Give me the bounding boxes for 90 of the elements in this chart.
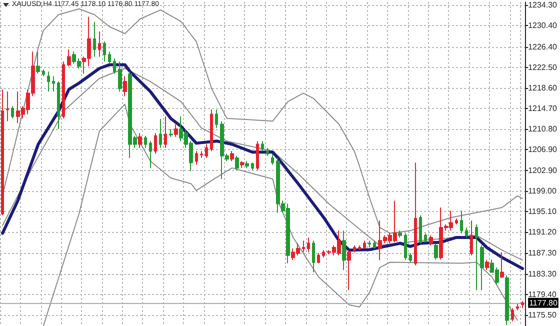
candlestick: [455, 218, 458, 225]
candlestick: [174, 124, 178, 138]
candlestick: [113, 58, 116, 74]
y-tick-label: 1179.40: [528, 290, 557, 299]
candlestick: [419, 214, 422, 244]
candlestick: [210, 108, 213, 152]
candlestick: [480, 244, 484, 291]
y-tick-label: 1199.00: [528, 186, 557, 196]
candlestick: [159, 118, 162, 148]
candlestick: [36, 51, 40, 74]
candlestick: [266, 147, 269, 156]
candlestick: [47, 71, 50, 92]
y-tick-label: 1226.40: [528, 42, 558, 52]
candlestick: [424, 232, 427, 243]
candlestick: [409, 252, 412, 263]
y-tick-label: 1202.90: [528, 166, 558, 176]
candlestick: [261, 140, 264, 152]
candlestick: [103, 41, 106, 62]
candlestick: [302, 240, 305, 253]
candlestick: [368, 240, 371, 248]
candlestick: [373, 240, 376, 250]
candlestick: [205, 144, 208, 158]
candlestick: [200, 150, 203, 158]
line-series: [2, 8, 524, 234]
candlestick: [500, 252, 504, 279]
candlestick: [353, 244, 356, 253]
candlestick: [460, 210, 463, 234]
candlestick: [215, 108, 218, 128]
candlestick: [251, 162, 254, 171]
candlestick: [414, 162, 417, 266]
candlestick: [307, 236, 310, 253]
candlestick: [358, 244, 361, 251]
candlestick: [123, 76, 127, 97]
candlestick: [138, 132, 142, 148]
candlestick: [1, 88, 4, 216]
y-tick-label: 1187.30: [528, 248, 557, 258]
candlestick: [118, 61, 122, 92]
candlestick: [169, 128, 173, 138]
line-series: [42, 104, 518, 326]
candlestick: [511, 308, 514, 322]
candlestick: [256, 140, 259, 171]
candlestick: [164, 116, 167, 148]
candlestick: [108, 51, 111, 64]
candlestick: [62, 61, 65, 119]
candlestick: [144, 135, 147, 148]
candlestick: [485, 260, 489, 271]
candlestick: [475, 224, 478, 291]
candlestick: [57, 81, 60, 130]
candlestick: [404, 232, 407, 261]
candlestick: [505, 274, 509, 326]
candlestick: [240, 160, 244, 168]
candlestick: [6, 91, 9, 122]
ref-line-label: 1177.80: [529, 298, 558, 308]
candlestick: [322, 250, 325, 258]
y-tick-label: 1191.20: [528, 228, 557, 237]
y-tick-label: 1218.60: [528, 83, 558, 92]
candlestick: [429, 234, 433, 246]
candlestick: [52, 76, 55, 92]
y-tick-label: 1210.80: [528, 124, 558, 134]
candlestick: [398, 230, 402, 238]
y-tick-label: 1175.50: [528, 310, 557, 320]
candlestick: [516, 303, 519, 311]
candlestick: [230, 150, 234, 162]
y-tick-label: 1214.70: [528, 104, 558, 113]
candlestick: [363, 240, 366, 250]
y-tick-label: 1234.30: [528, 0, 558, 10]
candlestick: [271, 153, 274, 166]
candlestick: [521, 300, 524, 309]
candlestick: [67, 48, 71, 67]
candlestick: [312, 240, 315, 273]
candlestick: [42, 68, 45, 77]
candlestick: [195, 150, 198, 166]
candlestick: [149, 140, 152, 168]
y-tick-label: 1206.90: [528, 145, 558, 154]
y-tick-label: 1222.50: [528, 62, 558, 72]
candlestick: [11, 106, 14, 119]
candlestick: [470, 220, 473, 256]
candlestick: [347, 250, 351, 291]
y-tick-label: 1230.40: [528, 21, 558, 30]
candlestick: [434, 242, 438, 260]
candlestick: [465, 226, 468, 238]
candlestick: [317, 252, 320, 264]
candlestick: [342, 230, 346, 271]
candlestick: [235, 155, 239, 171]
candlestick: [245, 160, 249, 168]
y-tick-label: 1183.30: [528, 269, 557, 278]
y-tick-label: 1195.10: [528, 207, 557, 216]
candlestick: [93, 22, 96, 58]
candlestick: [154, 132, 157, 154]
candlestick: [98, 31, 101, 58]
